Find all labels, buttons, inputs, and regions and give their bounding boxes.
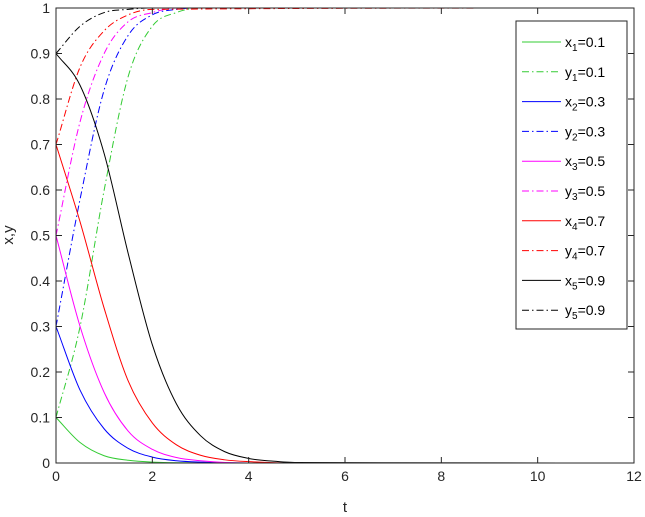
legend-label-9: x5=0.9: [565, 272, 605, 292]
legend-label-1: x1=0.1: [565, 34, 605, 54]
legend-label-6: y3=0.5: [565, 183, 605, 203]
legend-subscript: 3: [572, 162, 578, 173]
legend-label-7: x4=0.7: [565, 213, 605, 233]
y-tick-label: 0.4: [31, 273, 51, 289]
legend-label-8: y4=0.7: [565, 243, 605, 263]
x-tick-label: 0: [52, 468, 60, 484]
legend-value: =0.3: [578, 123, 606, 139]
legend-label-10: y5=0.9: [565, 302, 605, 322]
legend-value: =0.1: [578, 34, 606, 50]
legend-symbol: y: [565, 123, 572, 139]
series-line-1: [55, 417, 634, 464]
legend-subscript: 2: [572, 132, 578, 143]
legend-symbol: y: [565, 243, 572, 259]
legend-value: =0.7: [578, 243, 606, 259]
legend-symbol: x: [565, 213, 572, 229]
y-tick-label: 0.3: [31, 319, 51, 335]
x-axis-label: t: [343, 499, 348, 516]
legend-subscript: 4: [572, 252, 578, 263]
legend-value: =0.5: [578, 183, 606, 199]
legend-symbol: y: [565, 183, 572, 199]
legend-subscript: 4: [572, 222, 578, 233]
y-tick-label: 0.9: [31, 46, 51, 62]
legend: x1=0.1y1=0.1x2=0.3y2=0.3x3=0.5y3=0.5x4=0…: [515, 20, 628, 330]
x-tick-label: 6: [341, 468, 349, 484]
legend-subscript: 3: [572, 192, 578, 203]
y-tick-label: 0.6: [31, 182, 51, 198]
y-tick-label: 0.5: [31, 228, 51, 244]
series-line-3: [55, 326, 634, 464]
legend-value: =0.9: [578, 302, 606, 318]
y-tick-label: 0.2: [31, 364, 51, 380]
y-axis-label: x,y: [0, 225, 17, 245]
legend-value: =0.7: [578, 213, 606, 229]
y-tick-label: 0: [42, 455, 50, 471]
y-tick-label: 0.1: [31, 410, 51, 426]
legend-value: =0.1: [578, 64, 606, 80]
legend-label-3: x2=0.3: [565, 94, 605, 114]
y-tick-label: 0.7: [31, 137, 51, 153]
legend-label-5: x3=0.5: [565, 153, 605, 173]
legend-symbol: x: [565, 34, 572, 50]
x-tick-label: 4: [245, 468, 253, 484]
legend-symbol: x: [565, 94, 572, 110]
x-tick-label: 10: [530, 468, 546, 484]
y-tick-label: 0.8: [31, 91, 51, 107]
legend-symbol: y: [565, 64, 572, 80]
legend-value: =0.9: [578, 272, 606, 288]
legend-value: =0.5: [578, 153, 606, 169]
legend-label-2: y1=0.1: [565, 64, 605, 84]
legend-symbol: x: [565, 272, 572, 288]
x-tick-label: 12: [626, 468, 642, 484]
x-tick-label: 8: [437, 468, 445, 484]
legend-symbol: x: [565, 153, 572, 169]
legend-label-4: y2=0.3: [565, 123, 605, 143]
y-tick-label: 1: [42, 0, 50, 16]
legend-subscript: 5: [572, 281, 578, 292]
legend-subscript: 1: [572, 73, 578, 84]
x-tick-label: 2: [148, 468, 156, 484]
legend-subscript: 2: [572, 103, 578, 114]
legend-box: [515, 20, 628, 330]
legend-subscript: 1: [572, 43, 578, 54]
series-line-6: [55, 7, 634, 236]
legend-value: =0.3: [578, 94, 606, 110]
legend-subscript: 5: [572, 311, 578, 322]
legend-symbol: y: [565, 302, 572, 318]
